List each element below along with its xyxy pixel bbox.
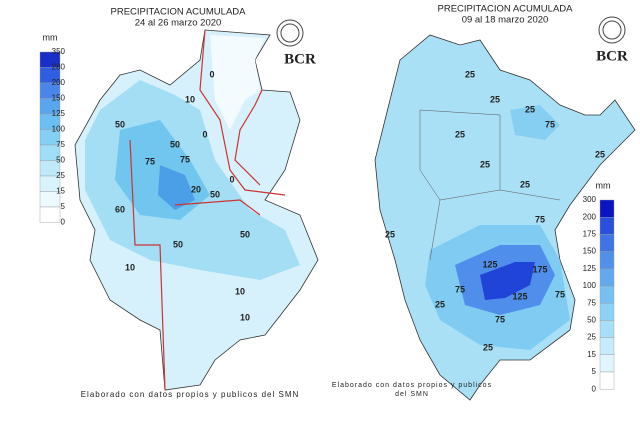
footer: Elaborado con datos propios y publicos xyxy=(332,382,492,389)
contour-label: 25 xyxy=(455,129,465,139)
legend-label: 5 xyxy=(592,367,597,376)
legend-label: 280 xyxy=(52,63,66,72)
legend-label: 150 xyxy=(52,94,66,103)
contour-label: 125 xyxy=(512,291,527,301)
legend-swatch xyxy=(599,216,615,235)
legend-label: 200 xyxy=(52,78,66,87)
footer: Elaborado con datos propios y publicos d… xyxy=(81,390,300,399)
contour-label: 75 xyxy=(545,119,555,129)
rain-zone xyxy=(480,262,535,300)
legend-label: 15 xyxy=(56,187,65,196)
legend-swatch xyxy=(599,199,615,218)
rain-zone xyxy=(510,105,560,140)
contour-label: 25 xyxy=(435,299,445,309)
contour-label: 50 xyxy=(170,139,180,149)
legend-label: 25 xyxy=(587,333,596,342)
legend-swatch xyxy=(599,337,615,356)
map-title: PRECIPITACION ACUMULADA xyxy=(438,4,574,15)
map-title: PRECIPITACION ACUMULADA xyxy=(111,7,247,18)
legend-swatch xyxy=(599,234,615,252)
contour-label: 75 xyxy=(535,214,545,224)
contour-label: 60 xyxy=(115,204,125,214)
legend-label: 125 xyxy=(583,264,597,273)
legend-label: 5 xyxy=(61,202,66,211)
contour-label: 50 xyxy=(173,239,183,249)
region-lines xyxy=(419,109,561,261)
contour-label: 50 xyxy=(210,189,220,199)
contour-label: 75 xyxy=(495,314,505,324)
contour-label: 25 xyxy=(385,229,395,239)
contour-label: 10 xyxy=(185,94,195,104)
legend-label: 350 xyxy=(52,47,66,56)
contour-label: 0 xyxy=(209,69,214,79)
legend-swatch xyxy=(599,320,615,338)
logo-seal xyxy=(602,20,622,40)
contour-label: 50 xyxy=(115,119,125,129)
rain-zone xyxy=(158,165,195,210)
legend-label: 200 xyxy=(583,212,597,221)
legend-label: 50 xyxy=(587,316,596,325)
contour-label: 10 xyxy=(235,286,245,296)
legend-label: 150 xyxy=(583,247,597,256)
contour-label: 175 xyxy=(532,264,547,274)
contour-label: 25 xyxy=(525,104,535,114)
legend-label: 50 xyxy=(56,156,65,165)
legend-label: 0 xyxy=(592,384,597,393)
contour-label: 75 xyxy=(180,154,190,164)
footer: del SMN xyxy=(395,391,429,398)
legend-label: 0 xyxy=(61,218,66,227)
legend-label: 175 xyxy=(583,230,597,239)
province-border xyxy=(129,29,286,391)
legend-swatch xyxy=(39,206,61,223)
contour-label: 75 xyxy=(455,284,465,294)
contour-label: 25 xyxy=(595,149,605,159)
contour-label: 0 xyxy=(229,174,234,184)
contour-label: 25 xyxy=(465,69,475,79)
contour-label: 25 xyxy=(480,159,490,169)
legend-label: 300 xyxy=(583,195,597,204)
legend-label: 100 xyxy=(583,281,597,290)
contour-label: 10 xyxy=(125,262,135,272)
legend-label: 15 xyxy=(587,350,596,359)
legend-swatch xyxy=(599,354,615,373)
legend-swatch xyxy=(599,285,615,304)
logo-text: BCR xyxy=(596,48,628,64)
legend-unit: mm xyxy=(43,32,58,42)
logo-seal xyxy=(280,23,300,43)
legend-label: 25 xyxy=(56,171,65,180)
legend-label: 75 xyxy=(587,298,596,307)
contour-label: 75 xyxy=(145,156,155,166)
contour-label: 75 xyxy=(555,289,565,299)
legend-label: 100 xyxy=(52,125,66,134)
rain-zone xyxy=(210,35,265,130)
contour-label: 25 xyxy=(520,179,530,189)
contour-label: 0 xyxy=(202,129,207,139)
map-subtitle: 24 al 26 marzo 2020 xyxy=(135,18,222,29)
contour-label: 25 xyxy=(490,94,500,104)
legend-unit: mm xyxy=(596,180,611,190)
map-subtitle: 09 al 18 marzo 2020 xyxy=(462,15,549,26)
legend-swatch xyxy=(599,268,615,287)
contour-label: 125 xyxy=(482,259,497,269)
contour-label: 10 xyxy=(240,312,250,322)
contour-label: 50 xyxy=(240,229,250,239)
legend-swatch xyxy=(599,251,615,270)
legend-label: 75 xyxy=(56,140,65,149)
legend-swatch xyxy=(599,371,615,390)
logo-text: BCR xyxy=(284,51,316,67)
contour-label: 25 xyxy=(483,342,493,352)
contour-label: 20 xyxy=(191,184,201,194)
legend-swatch xyxy=(599,303,615,321)
legend-label: 125 xyxy=(52,109,66,118)
